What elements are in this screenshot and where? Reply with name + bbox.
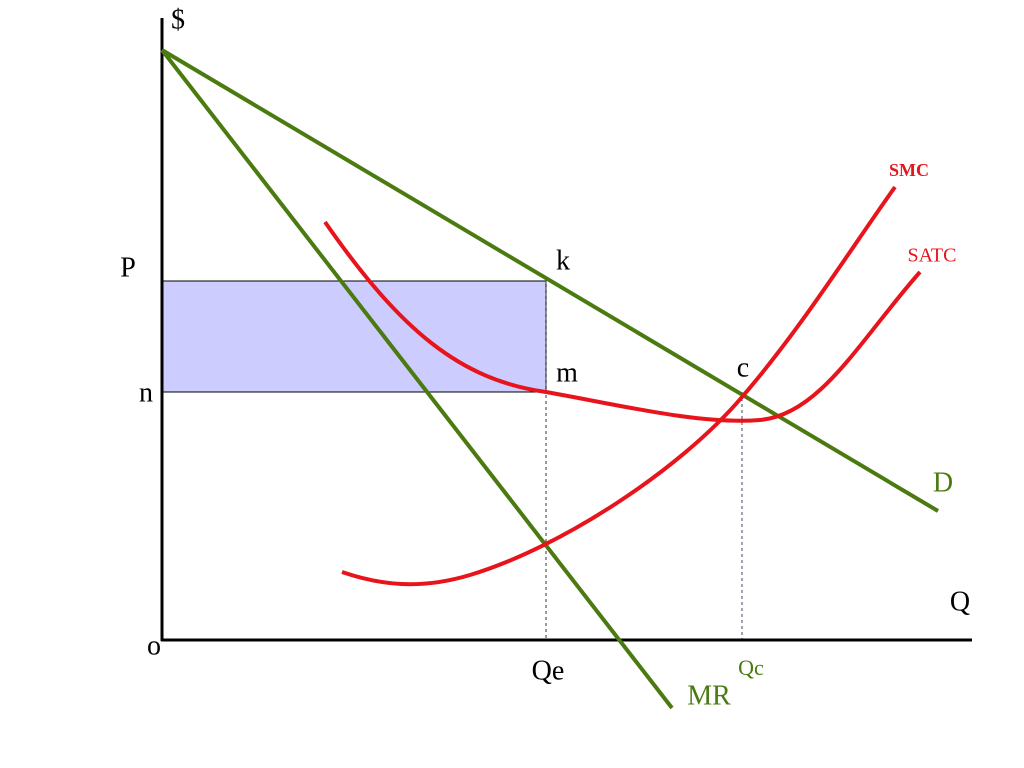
smc-curve — [341, 185, 897, 587]
mr-curve — [160, 48, 674, 710]
satc-label: SATC — [908, 245, 957, 267]
point-c: c — [737, 352, 749, 383]
satc-curve — [323, 220, 922, 423]
cost-label: n — [139, 377, 153, 408]
price-label: P — [120, 252, 136, 283]
y-axis-label: $ — [171, 4, 185, 35]
smc-label: SMC — [889, 160, 929, 180]
origin-label: o — [147, 630, 161, 661]
qe-label: Qe — [532, 655, 565, 686]
x-axis-label: Q — [950, 586, 970, 617]
demand-curve — [160, 48, 940, 513]
point-m: m — [556, 357, 578, 388]
point-k: k — [556, 245, 570, 276]
mr-label: MR — [687, 680, 731, 711]
demand-label: D — [933, 467, 953, 498]
qc-label: Qc — [738, 655, 764, 680]
